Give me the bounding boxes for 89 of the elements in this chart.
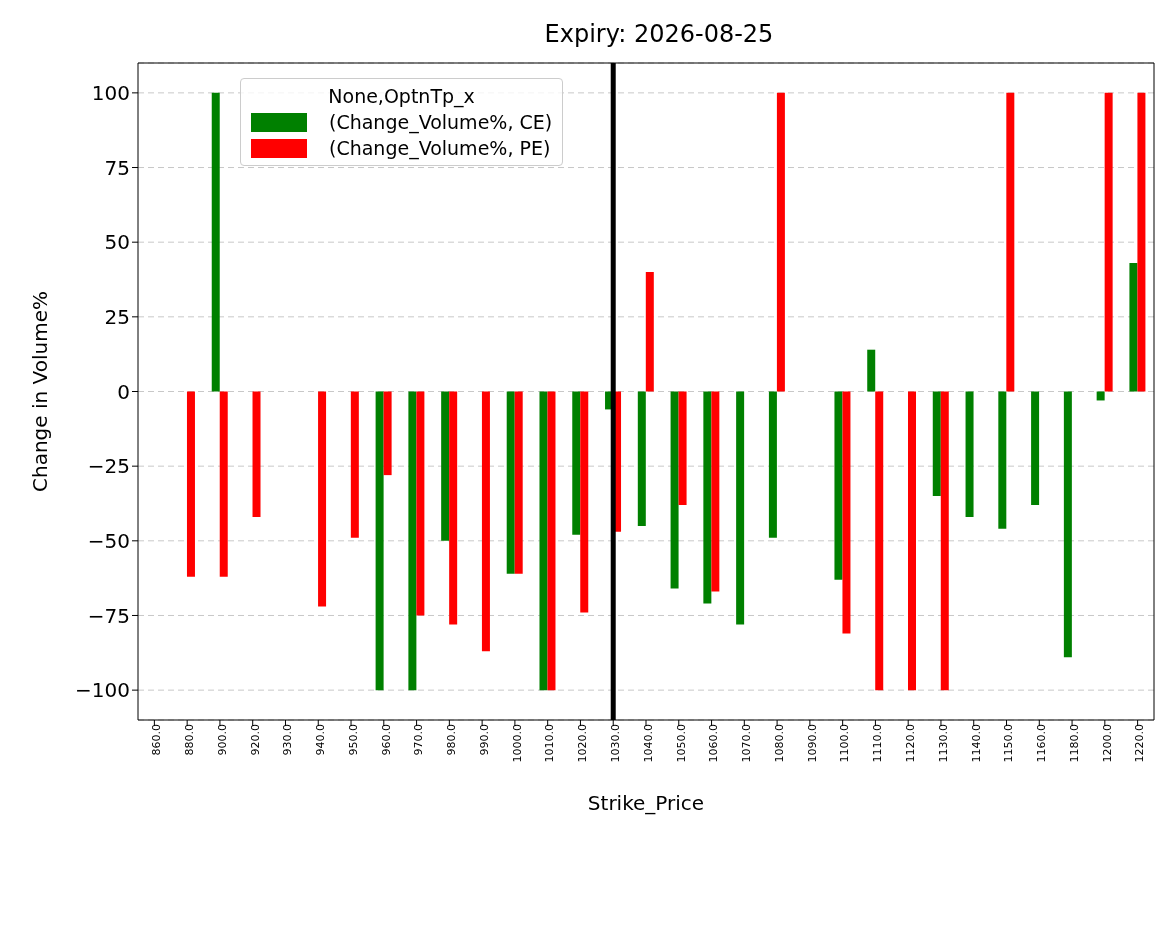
x-tick-label: 1200.0 [1100, 724, 1114, 763]
x-tick-label: 1010.0 [543, 724, 557, 763]
bar [637, 391, 646, 526]
bar [932, 391, 941, 497]
bar [572, 391, 581, 535]
x-tick-label: 1130.0 [936, 724, 950, 763]
y-tick-label: 75 [104, 155, 130, 180]
x-axis-title: Strike_Price [587, 791, 705, 815]
x-tick-label: 1100.0 [838, 724, 852, 763]
bar [670, 391, 679, 589]
x-tick-label: 1140.0 [969, 724, 983, 763]
bar [449, 391, 458, 625]
bar [940, 391, 949, 691]
x-tick-label: 940.0 [314, 724, 328, 756]
bar [211, 92, 220, 392]
x-tick-label: 1150.0 [1002, 724, 1016, 763]
bar [842, 391, 851, 634]
y-tick-label: 25 [104, 304, 130, 329]
y-tick-label: −75 [87, 603, 130, 628]
x-tick-label: 1160.0 [1035, 724, 1049, 763]
bar [867, 349, 876, 392]
x-tick-label: 920.0 [248, 724, 262, 756]
bar [1104, 92, 1113, 392]
x-tick-label: 950.0 [346, 724, 360, 756]
x-tick-label: 960.0 [379, 724, 393, 756]
bar [580, 391, 589, 613]
x-tick-label: 1090.0 [805, 724, 819, 763]
legend-title: None,OptnTp_x [327, 85, 476, 107]
bar [678, 391, 687, 505]
bar [1006, 92, 1015, 392]
y-tick-label: −100 [75, 678, 130, 703]
bar [350, 391, 359, 538]
bar [834, 391, 843, 580]
bar [481, 391, 490, 652]
y-tick-label: 50 [104, 230, 130, 255]
x-tick-label: 980.0 [445, 724, 459, 756]
y-tick-label: −50 [87, 528, 130, 553]
bar [711, 391, 720, 592]
x-tick-label: 1180.0 [1067, 724, 1081, 763]
bar [908, 391, 916, 691]
bar [252, 391, 261, 517]
y-tick-label: 100 [91, 80, 130, 105]
bar [768, 391, 777, 538]
x-tick-label: 1110.0 [871, 724, 885, 763]
legend-label: (Change_Volume%, PE) [329, 137, 551, 159]
bar [539, 391, 548, 691]
y-tick-label: −25 [87, 454, 130, 479]
x-tick-label: 1080.0 [772, 724, 786, 763]
bar [1063, 391, 1072, 658]
x-tick-label: 1050.0 [674, 724, 688, 763]
x-tick-label: 930.0 [281, 724, 295, 756]
bar [408, 391, 417, 691]
x-tick-label: 900.0 [215, 724, 229, 756]
bar [416, 391, 425, 616]
bar [375, 391, 384, 691]
bar [703, 391, 712, 604]
bar [186, 391, 195, 577]
x-tick-label: 1030.0 [609, 724, 623, 763]
legend-label: (Change_Volume%, CE) [329, 111, 553, 133]
x-tick-label: 990.0 [477, 724, 491, 756]
bar [318, 391, 327, 607]
y-tick-label: 0 [117, 379, 130, 404]
bar [645, 272, 654, 392]
bar [965, 391, 974, 517]
bar [383, 391, 392, 476]
x-tick-label: 1070.0 [740, 724, 754, 763]
x-tick-label: 970.0 [412, 724, 426, 756]
bar [1129, 263, 1138, 392]
bar [547, 391, 556, 691]
y-axis-title: Change in Volume% [28, 291, 53, 492]
x-tick-label: 1220.0 [1133, 724, 1147, 763]
x-tick-label: 1120.0 [904, 724, 917, 763]
bar [506, 391, 515, 574]
bar [441, 391, 450, 541]
bar [998, 391, 1007, 529]
x-tick-label: 880.0 [182, 724, 196, 756]
x-tick-label: 1060.0 [707, 724, 721, 763]
bar [776, 92, 785, 392]
bar [1137, 92, 1146, 392]
bar [1031, 391, 1040, 505]
x-tick-label: 860.0 [150, 724, 164, 756]
bar [219, 391, 228, 577]
x-tick-label: 1000.0 [510, 724, 524, 763]
x-tick-label: 1020.0 [576, 724, 590, 763]
x-tick-label: 1040.0 [641, 724, 655, 763]
bar [875, 391, 884, 691]
bar [736, 391, 745, 625]
bar [514, 391, 523, 574]
chart-title: Expiry: 2026-08-25 [543, 20, 775, 48]
